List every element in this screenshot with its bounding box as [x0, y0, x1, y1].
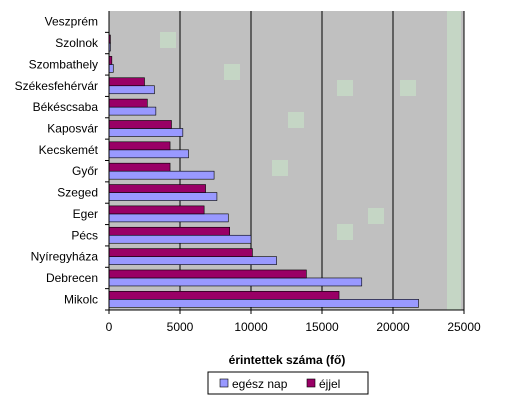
- background-square: [160, 32, 176, 48]
- bar-ejjel: [108, 291, 340, 300]
- bar-ejjel: [108, 141, 171, 151]
- x-tick-label: 5000: [167, 320, 194, 334]
- bar-egesz-nap: [108, 170, 215, 180]
- category-label: Békéscsaba: [33, 100, 99, 114]
- background-square: [224, 64, 240, 80]
- x-tick-label: 20000: [376, 320, 410, 334]
- bar-ejjel: [108, 162, 171, 172]
- category-label: Szombathely: [29, 57, 98, 71]
- x-tick-label: 0: [106, 320, 113, 334]
- category-label: Szolnok: [55, 36, 99, 50]
- background-square: [337, 224, 353, 240]
- x-tick-labels: 0 5000 10000 15000 20000 25000: [106, 310, 481, 334]
- bar-egesz-nap: [108, 85, 155, 95]
- bar-ejjel: [108, 226, 230, 236]
- category-label: Győr: [72, 164, 98, 178]
- category-label: Nyíregyháza: [31, 250, 99, 264]
- bar-egesz-nap: [108, 149, 189, 159]
- category-label: Kaposvár: [47, 121, 98, 135]
- legend: egész nap éjjel: [207, 371, 369, 395]
- category-label: Szeged: [57, 186, 98, 200]
- bar-egesz-nap: [108, 256, 277, 265]
- background-square: [272, 160, 288, 176]
- bar-egesz-nap: [108, 64, 114, 73]
- bar-egesz-nap: [108, 277, 363, 287]
- category-label: Kecskemét: [39, 143, 99, 157]
- legend-swatch-egesz-nap: [219, 378, 229, 388]
- background-stripe: [447, 11, 461, 310]
- background-square: [400, 80, 416, 96]
- legend-label-egesz-nap: egész nap: [232, 377, 288, 391]
- legend-label-ejjel: éjjel: [319, 377, 340, 391]
- bar-egesz-nap: [108, 234, 252, 244]
- x-tick-label: 15000: [305, 320, 339, 334]
- category-label: Debrecen: [46, 271, 98, 285]
- x-tick-label: 10000: [234, 320, 268, 334]
- legend-swatch-ejjel: [306, 378, 316, 388]
- x-tick-label: 25000: [447, 320, 481, 334]
- background-square: [337, 80, 353, 96]
- category-label: Pécs: [71, 228, 98, 242]
- bar-ejjel: [108, 205, 205, 215]
- bar-egesz-nap: [108, 213, 229, 223]
- bars: [105, 31, 419, 311]
- category-labels: Veszprém Szolnok Szombathely Székesfehérvár…: [15, 15, 99, 307]
- bar-ejjel: [108, 98, 148, 108]
- plot-decoration: [160, 11, 461, 310]
- bar-egesz-nap: [108, 299, 419, 308]
- category-label: Székesfehérvár: [15, 79, 98, 93]
- bar-egesz-nap: [108, 106, 157, 116]
- category-label: Veszprém: [45, 15, 98, 29]
- bar-ejjel: [108, 248, 253, 257]
- axes: [108, 11, 464, 311]
- bar-egesz-nap: [108, 128, 184, 137]
- bar-ejjel: [108, 184, 206, 193]
- background-square: [288, 112, 304, 128]
- bar-egesz-nap: [108, 192, 218, 201]
- bar-ejjel: [108, 77, 145, 87]
- bar-ejjel: [108, 120, 172, 129]
- legend-box: [207, 371, 369, 395]
- category-label: Mikolc: [64, 292, 98, 306]
- background-square: [368, 208, 384, 224]
- x-axis-title: érintettek száma (fő): [229, 353, 346, 367]
- bar-ejjel: [108, 269, 307, 279]
- category-label: Eger: [73, 207, 98, 221]
